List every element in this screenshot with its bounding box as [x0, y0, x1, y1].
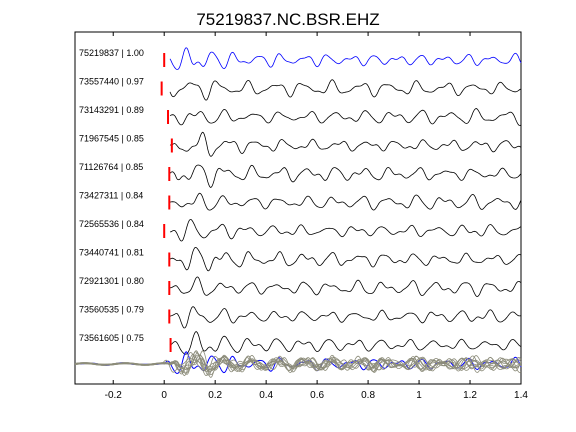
- waveform-trace-11: [169, 331, 522, 355]
- trace-label-7: 72565536 | 0.84: [79, 219, 144, 229]
- trace-label-8: 73440741 | 0.81: [79, 248, 144, 258]
- x-tick-label-2: 0.2: [208, 390, 222, 401]
- waveform-trace-2: [169, 79, 522, 101]
- traces-group: 75219837 | 1.00 73557440 | 0.97 73143291 |…: [79, 47, 522, 355]
- trace-label-3: 73143291 | 0.89: [79, 105, 144, 115]
- waveform-trace-1: [169, 47, 522, 70]
- trace-label-10: 73560535 | 0.79: [79, 305, 144, 315]
- chart-title: 75219837.NC.BSR.EHZ: [196, 10, 379, 29]
- trace-label-4: 71967545 | 0.85: [79, 134, 144, 144]
- axes-frame: [74, 31, 522, 385]
- x-tick-label-8: 1.4: [514, 390, 528, 401]
- waveform-trace-10: [169, 306, 522, 329]
- waveform-trace-6: [169, 192, 522, 211]
- waveform-trace-3: [169, 108, 522, 126]
- waveform-trace-8: [169, 246, 522, 272]
- trace-label-9: 72921301 | 0.80: [79, 276, 144, 286]
- waveform-trace-7: [169, 219, 522, 242]
- x-axis: -0.2 0 0.2 0.4 0.6 0.8 1 1.2 1.4: [105, 32, 528, 401]
- waveform-trace-5: [169, 164, 522, 188]
- stack-trace-11: [75, 350, 522, 374]
- x-tick-label-4: 0.6: [310, 390, 324, 401]
- x-tick-label-0: -0.2: [105, 390, 123, 401]
- x-tick-label-6: 1: [416, 390, 422, 401]
- trace-label-11: 73561605 | 0.75: [79, 333, 144, 343]
- x-tick-label-3: 0.4: [259, 390, 273, 401]
- x-tick-label-1: 0: [161, 390, 167, 401]
- x-tick-label-7: 1.2: [463, 390, 477, 401]
- waveform-trace-9: [169, 276, 522, 298]
- stacked-overlay-group: [74, 350, 522, 379]
- trace-label-2: 73557440 | 0.97: [79, 77, 144, 87]
- trace-label-1: 75219837 | 1.00: [79, 48, 144, 58]
- trace-label-6: 73427311 | 0.84: [79, 191, 143, 201]
- waveform-trace-4: [169, 131, 522, 157]
- stack-trace-8: [74, 351, 522, 376]
- x-tick-label-5: 0.8: [361, 390, 375, 401]
- trace-label-5: 71126764 | 0.85: [79, 162, 143, 172]
